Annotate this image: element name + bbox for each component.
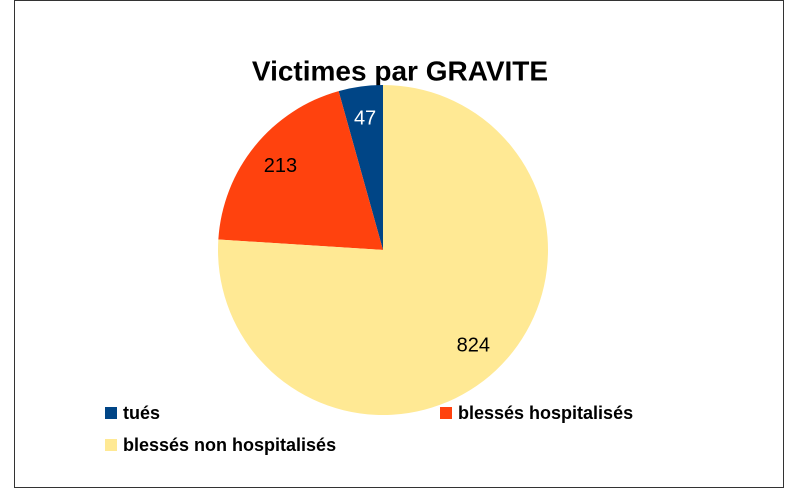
legend-label: tués [123, 403, 160, 423]
legend-swatch [440, 407, 452, 419]
legend-label: blessés non hospitalisés [123, 435, 336, 455]
legend-label: blessés hospitalisés [458, 403, 633, 423]
data-label: 47 [354, 108, 376, 130]
pie-slice [218, 91, 383, 250]
data-label: 824 [457, 335, 490, 357]
chart-title: Victimes par GRAVITE [252, 55, 548, 86]
data-label: 213 [264, 155, 297, 177]
legend-swatch [105, 439, 117, 451]
legend-swatch [105, 407, 117, 419]
pie-slice [218, 85, 548, 416]
pie-slice [338, 85, 383, 250]
